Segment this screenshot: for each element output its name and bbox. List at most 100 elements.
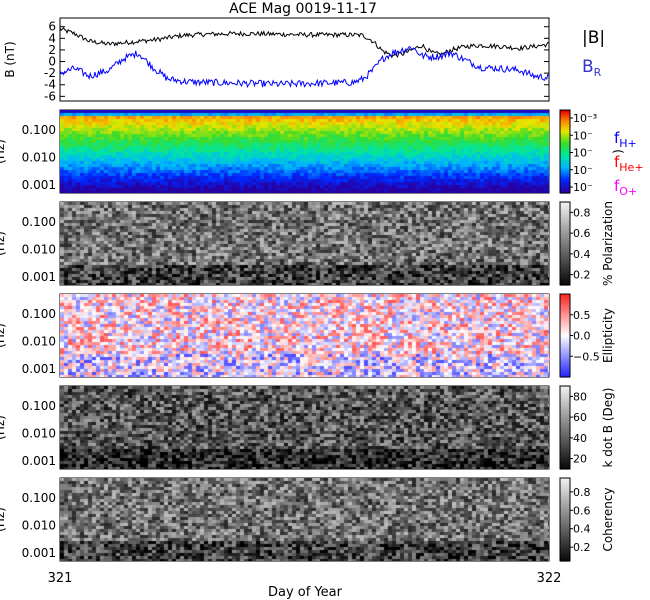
coherency-colorbar-segment bbox=[560, 488, 570, 492]
polarization-colorbar-tick-label: 0.6 bbox=[573, 227, 591, 240]
power-colorbar-segment bbox=[560, 151, 570, 155]
polarization-colorbar-segment bbox=[560, 220, 570, 224]
power-colorbar-segment bbox=[560, 134, 570, 138]
coherency-colorbar-segment bbox=[560, 504, 570, 508]
x-tick-label-end: 322 bbox=[537, 571, 562, 586]
coherency-y-axis-label: (Hz) bbox=[0, 507, 7, 532]
coherency-colorbar-segment bbox=[560, 521, 570, 525]
ellipticity-y-tick-label: 0.001 bbox=[22, 362, 56, 376]
polarization-colorbar-segment bbox=[560, 208, 570, 211]
kdotb-colorbar-frame bbox=[559, 385, 571, 470]
bfield-series-line-1 bbox=[59, 45, 550, 89]
kdotb-colorbar-segment bbox=[560, 458, 570, 462]
power-colorbar-segment bbox=[560, 186, 570, 190]
power-colorbar-segment bbox=[560, 166, 570, 169]
x-axis-label: Day of Year bbox=[268, 585, 343, 600]
power-colorbar-segment bbox=[560, 130, 570, 134]
legend-b-radial: BR bbox=[582, 57, 602, 79]
polarization-spectrogram-image bbox=[60, 202, 549, 285]
kdotb-colorbar-segment bbox=[560, 402, 570, 406]
power-y-tick-label: 0.001 bbox=[22, 178, 56, 192]
polarization-colorbar-label: % Polarization bbox=[601, 201, 615, 286]
polarization-colorbar-segment bbox=[560, 274, 570, 278]
kdotb-colorbar-segment bbox=[560, 448, 570, 451]
polarization-colorbar-tick-label: 0.8 bbox=[573, 206, 591, 219]
polarization-colorbar-segment bbox=[560, 235, 570, 238]
coherency-colorbar-segment bbox=[560, 538, 570, 541]
power-colorbar-segment bbox=[560, 124, 570, 128]
coherency-colorbar-tick-label: 0.8 bbox=[573, 486, 591, 499]
ellipticity-colorbar-segment bbox=[560, 368, 570, 372]
power-colorbar-segment bbox=[560, 176, 570, 180]
kdotb-colorbar-segment bbox=[560, 425, 570, 429]
polarization-colorbar-segment bbox=[560, 202, 570, 205]
kdotb-colorbar-segment bbox=[560, 423, 570, 427]
polarization-colorbar-segment bbox=[560, 251, 570, 255]
power-colorbar-segment bbox=[560, 147, 570, 151]
kdotb-y-tick-label: 0.100 bbox=[22, 399, 56, 413]
polarization-colorbar-segment bbox=[560, 241, 570, 245]
power-spectrogram-image bbox=[60, 110, 549, 193]
power-colorbar-segment bbox=[560, 182, 570, 186]
polarization-colorbar-segment bbox=[560, 270, 570, 274]
ellipticity-colorbar-segment bbox=[560, 329, 570, 332]
polarization-colorbar-segment bbox=[560, 272, 570, 276]
coherency-colorbar-segment bbox=[560, 517, 570, 521]
ellipticity-colorbar-segment bbox=[560, 356, 570, 359]
power-colorbar-frame bbox=[559, 109, 571, 194]
polarization-colorbar-segment bbox=[560, 260, 570, 263]
coherency-colorbar-segment bbox=[560, 484, 570, 487]
ellipticity-colorbar-segment bbox=[560, 366, 570, 370]
kdotb-colorbar-segment bbox=[560, 408, 570, 412]
ellipticity-colorbar-segment bbox=[560, 350, 570, 353]
polarization-colorbar-tick-label: 0.4 bbox=[573, 248, 591, 261]
kdotb-colorbar-segment bbox=[560, 429, 570, 433]
polarization-colorbar-segment bbox=[560, 278, 570, 282]
coherency-colorbar-segment bbox=[560, 515, 570, 519]
power-colorbar-segment bbox=[560, 184, 570, 188]
kdotb-colorbar-segment bbox=[560, 433, 570, 437]
power-colorbar-segment bbox=[560, 143, 570, 146]
power-colorbar-segment bbox=[560, 170, 570, 173]
kdotb-colorbar-segment bbox=[560, 439, 570, 443]
power-colorbar-tick-label: 10⁻ bbox=[573, 147, 593, 160]
polarization-colorbar-segment bbox=[560, 266, 570, 269]
coherency-colorbar-segment bbox=[560, 534, 570, 537]
polarization-colorbar-segment bbox=[560, 228, 570, 232]
coherency-colorbar-segment bbox=[560, 490, 570, 494]
coherency-colorbar-segment bbox=[560, 509, 570, 512]
ellipticity-colorbar-segment bbox=[560, 341, 570, 345]
power-colorbar-segment bbox=[560, 116, 570, 119]
coherency-colorbar-segment bbox=[560, 480, 570, 483]
kdotb-colorbar-segment bbox=[560, 454, 570, 458]
coherency-colorbar-tick-label: 0.6 bbox=[573, 504, 591, 517]
kdotb-colorbar-segment bbox=[560, 404, 570, 408]
power-colorbar-segment bbox=[560, 180, 570, 184]
polarization-colorbar-segment bbox=[560, 239, 570, 243]
ellipticity-colorbar-segment bbox=[560, 314, 570, 318]
polarization-colorbar-segment bbox=[560, 280, 570, 284]
power-colorbar-segment bbox=[560, 126, 570, 130]
coherency-colorbar-segment bbox=[560, 558, 570, 562]
ellipticity-y-tick-label: 0.010 bbox=[22, 334, 56, 348]
polarization-colorbar-segment bbox=[560, 204, 570, 207]
coherency-colorbar-segment bbox=[560, 544, 570, 548]
power-colorbar-segment bbox=[560, 136, 570, 140]
kdotb-colorbar-segment bbox=[560, 437, 570, 441]
coherency-colorbar-segment bbox=[560, 511, 570, 514]
kdotb-colorbar-segment bbox=[560, 462, 570, 466]
polarization-y-axis-label: (Hz) bbox=[0, 231, 7, 256]
bfield-y-tick-label: 4 bbox=[48, 31, 56, 45]
ellipticity-colorbar-tick-label: 0.5 bbox=[573, 309, 591, 322]
polarization-colorbar-segment bbox=[560, 262, 570, 265]
power-colorbar-segment bbox=[560, 110, 570, 113]
kdotb-colorbar-segment bbox=[560, 435, 570, 439]
polarization-colorbar-segment bbox=[560, 214, 570, 218]
bfield-y-axis-label: B (nT) bbox=[3, 41, 17, 77]
ellipticity-colorbar-segment bbox=[560, 296, 570, 299]
coherency-colorbar-segment bbox=[560, 498, 570, 502]
bfield-y-tick-label: 2 bbox=[48, 43, 56, 57]
polarization-y-tick-label: 0.100 bbox=[22, 215, 56, 229]
power-colorbar-segment bbox=[560, 114, 570, 117]
